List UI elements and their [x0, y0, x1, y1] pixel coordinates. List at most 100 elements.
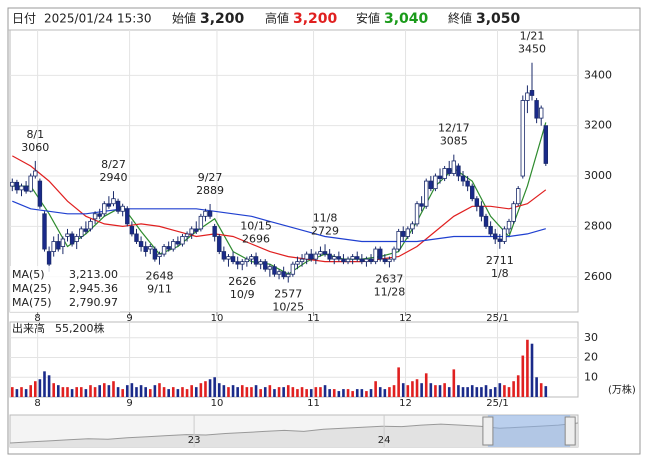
candle-body	[56, 241, 61, 250]
candle-body	[350, 256, 355, 260]
volume-bar	[259, 389, 262, 397]
volume-bar	[429, 383, 433, 397]
candle-body	[304, 253, 309, 260]
annotation-value: 3060	[21, 141, 49, 154]
candle-body	[69, 233, 75, 245]
high: 3,200	[293, 11, 338, 27]
volume-bar	[420, 383, 423, 397]
volume-bar	[79, 387, 83, 397]
y-tick-label: 3400	[584, 68, 612, 81]
candle-body	[60, 238, 66, 247]
volume-bar	[388, 387, 391, 397]
volume-bar	[332, 389, 336, 397]
candle-body	[180, 236, 185, 245]
candle-body	[212, 225, 217, 237]
x-tick-label: 8	[34, 313, 40, 324]
volume-bar	[38, 379, 42, 397]
candle-body	[28, 175, 33, 192]
volume-bar	[181, 387, 184, 397]
candle-body	[125, 208, 130, 225]
volume-bar	[240, 385, 244, 397]
candle-body	[175, 241, 181, 245]
candle-body	[97, 213, 102, 217]
volume-bar	[526, 339, 529, 397]
x-tick-label: 12	[399, 313, 412, 324]
annotation-value: 2940	[99, 171, 127, 184]
volume-bar	[222, 385, 226, 397]
volume-bar	[273, 389, 276, 397]
annotation-value: 2648	[145, 270, 173, 283]
volume-bar	[15, 389, 19, 397]
annotation-value: 2577	[274, 288, 302, 301]
annotation-date: 1/8	[491, 267, 509, 280]
volume-title: 出来高	[12, 321, 45, 335]
candle-body	[207, 210, 213, 217]
candle-body	[111, 198, 116, 205]
candle-body	[92, 213, 98, 220]
volume-bar	[125, 385, 129, 397]
volume-bar	[236, 387, 239, 397]
candle-body	[327, 253, 332, 260]
candle-body	[194, 228, 199, 232]
open: 3,200	[200, 11, 245, 27]
volume-bar	[148, 389, 152, 397]
volume-bar	[507, 387, 511, 397]
candle-body	[166, 246, 171, 250]
annotation-date: 1/21	[520, 30, 545, 43]
navigator-handle[interactable]	[564, 416, 576, 446]
candle-body	[299, 258, 305, 263]
volume-bar	[194, 387, 198, 397]
volume-unit: (万株)	[608, 383, 636, 396]
navigator-area	[10, 423, 578, 447]
volume-bar	[457, 385, 460, 397]
volume-bar	[130, 383, 134, 397]
volume-bar	[282, 387, 285, 397]
volume-bar	[411, 381, 414, 397]
ma-legend: MA(5) 3,213.00 MA(25) 2,945.36 MA(75) 2,790.9…	[10, 266, 120, 312]
volume-bar	[213, 377, 216, 397]
candle-body	[272, 266, 277, 275]
navigator-handle[interactable]	[482, 416, 494, 446]
candle-body	[539, 107, 544, 119]
candle-body	[129, 225, 135, 235]
candle-body	[497, 238, 503, 242]
volume-bar	[286, 385, 290, 397]
volume-bar	[171, 387, 175, 397]
candle-body	[79, 228, 84, 237]
volume-bar	[466, 387, 469, 397]
candle-body	[322, 251, 328, 255]
legend-name: MA(25)	[12, 282, 52, 295]
candle-body	[157, 253, 162, 258]
volume-bar	[153, 385, 157, 397]
volume-bar	[227, 387, 230, 397]
frame	[7, 7, 641, 455]
x-tick-label: 11	[307, 313, 320, 324]
candle-body	[102, 203, 107, 215]
volume-bar	[305, 389, 308, 397]
candle-body	[483, 215, 489, 227]
price-panel	[9, 29, 579, 313]
y-tick-label: 2600	[584, 270, 612, 283]
volume-bar	[61, 387, 65, 397]
volume-bar	[530, 343, 534, 397]
candle-body	[502, 228, 507, 242]
ma-line	[12, 200, 546, 243]
volume-bar	[521, 355, 525, 397]
legend-name: MA(5)	[12, 268, 45, 281]
legend-value: 2,945.36	[69, 282, 118, 295]
candle-body	[318, 251, 323, 255]
low-label: 安値	[356, 11, 380, 26]
volume-current: 55,200株	[55, 321, 105, 335]
candle-body	[424, 180, 429, 207]
candle-body	[23, 185, 29, 192]
volume-bar	[250, 387, 253, 397]
candle-body	[295, 261, 300, 265]
candle-body	[382, 258, 388, 263]
volume-bar	[20, 387, 23, 397]
volume-bar	[107, 385, 111, 397]
volume-bar	[328, 389, 331, 397]
volume-bar	[443, 383, 446, 397]
volume-bar	[24, 389, 28, 397]
candle-body	[203, 210, 208, 217]
